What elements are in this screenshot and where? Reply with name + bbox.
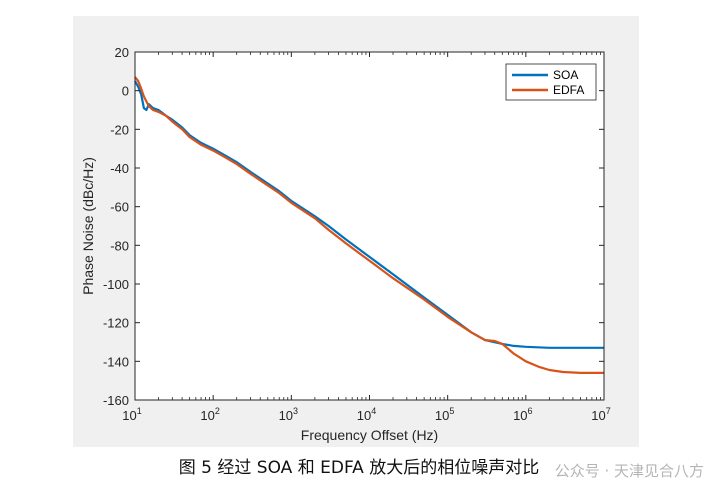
x-tick-label: 102 — [200, 406, 219, 423]
y-tick-label: -100 — [103, 277, 129, 292]
watermark-text: 公众号 · 天津见合八方 — [554, 462, 704, 480]
legend-box — [505, 63, 597, 101]
y-tick-label: -20 — [110, 122, 129, 137]
x-tick-label: 104 — [357, 406, 376, 423]
x-tick-label: 103 — [279, 406, 298, 423]
legend-label-soa: SOA — [553, 68, 578, 82]
y-axis-label: Phase Noise (dBc/Hz) — [80, 157, 96, 295]
y-tick-label: -60 — [110, 200, 129, 215]
figure-caption: 图 5 经过 SOA 和 EDFA 放大后的相位噪声对比 — [178, 458, 540, 478]
x-tick-label: 107 — [591, 406, 610, 423]
y-tick-label: 20 — [115, 45, 129, 60]
y-tick-label: -40 — [110, 161, 129, 176]
x-tick-label: 106 — [513, 406, 532, 423]
legend-label-edfa: EDFA — [553, 83, 584, 97]
y-tick-label: -160 — [103, 393, 129, 408]
x-tick-label: 101 — [122, 406, 141, 423]
y-tick-label: -140 — [103, 354, 129, 369]
ticks-layer: 101 102 103 104 105 106 107 20 0 -20 -40 -60 -80 -100… — [103, 45, 611, 423]
series-line-edfa — [134, 76, 604, 374]
x-axis-label: Frequency Offset (Hz) — [301, 427, 438, 443]
plot-area — [135, 52, 604, 400]
y-tick-label: -80 — [110, 238, 129, 253]
y-tick-label: -120 — [103, 316, 129, 331]
y-tick-label: 0 — [122, 84, 129, 99]
series-layer — [134, 76, 604, 374]
x-tick-label: 105 — [435, 406, 454, 423]
